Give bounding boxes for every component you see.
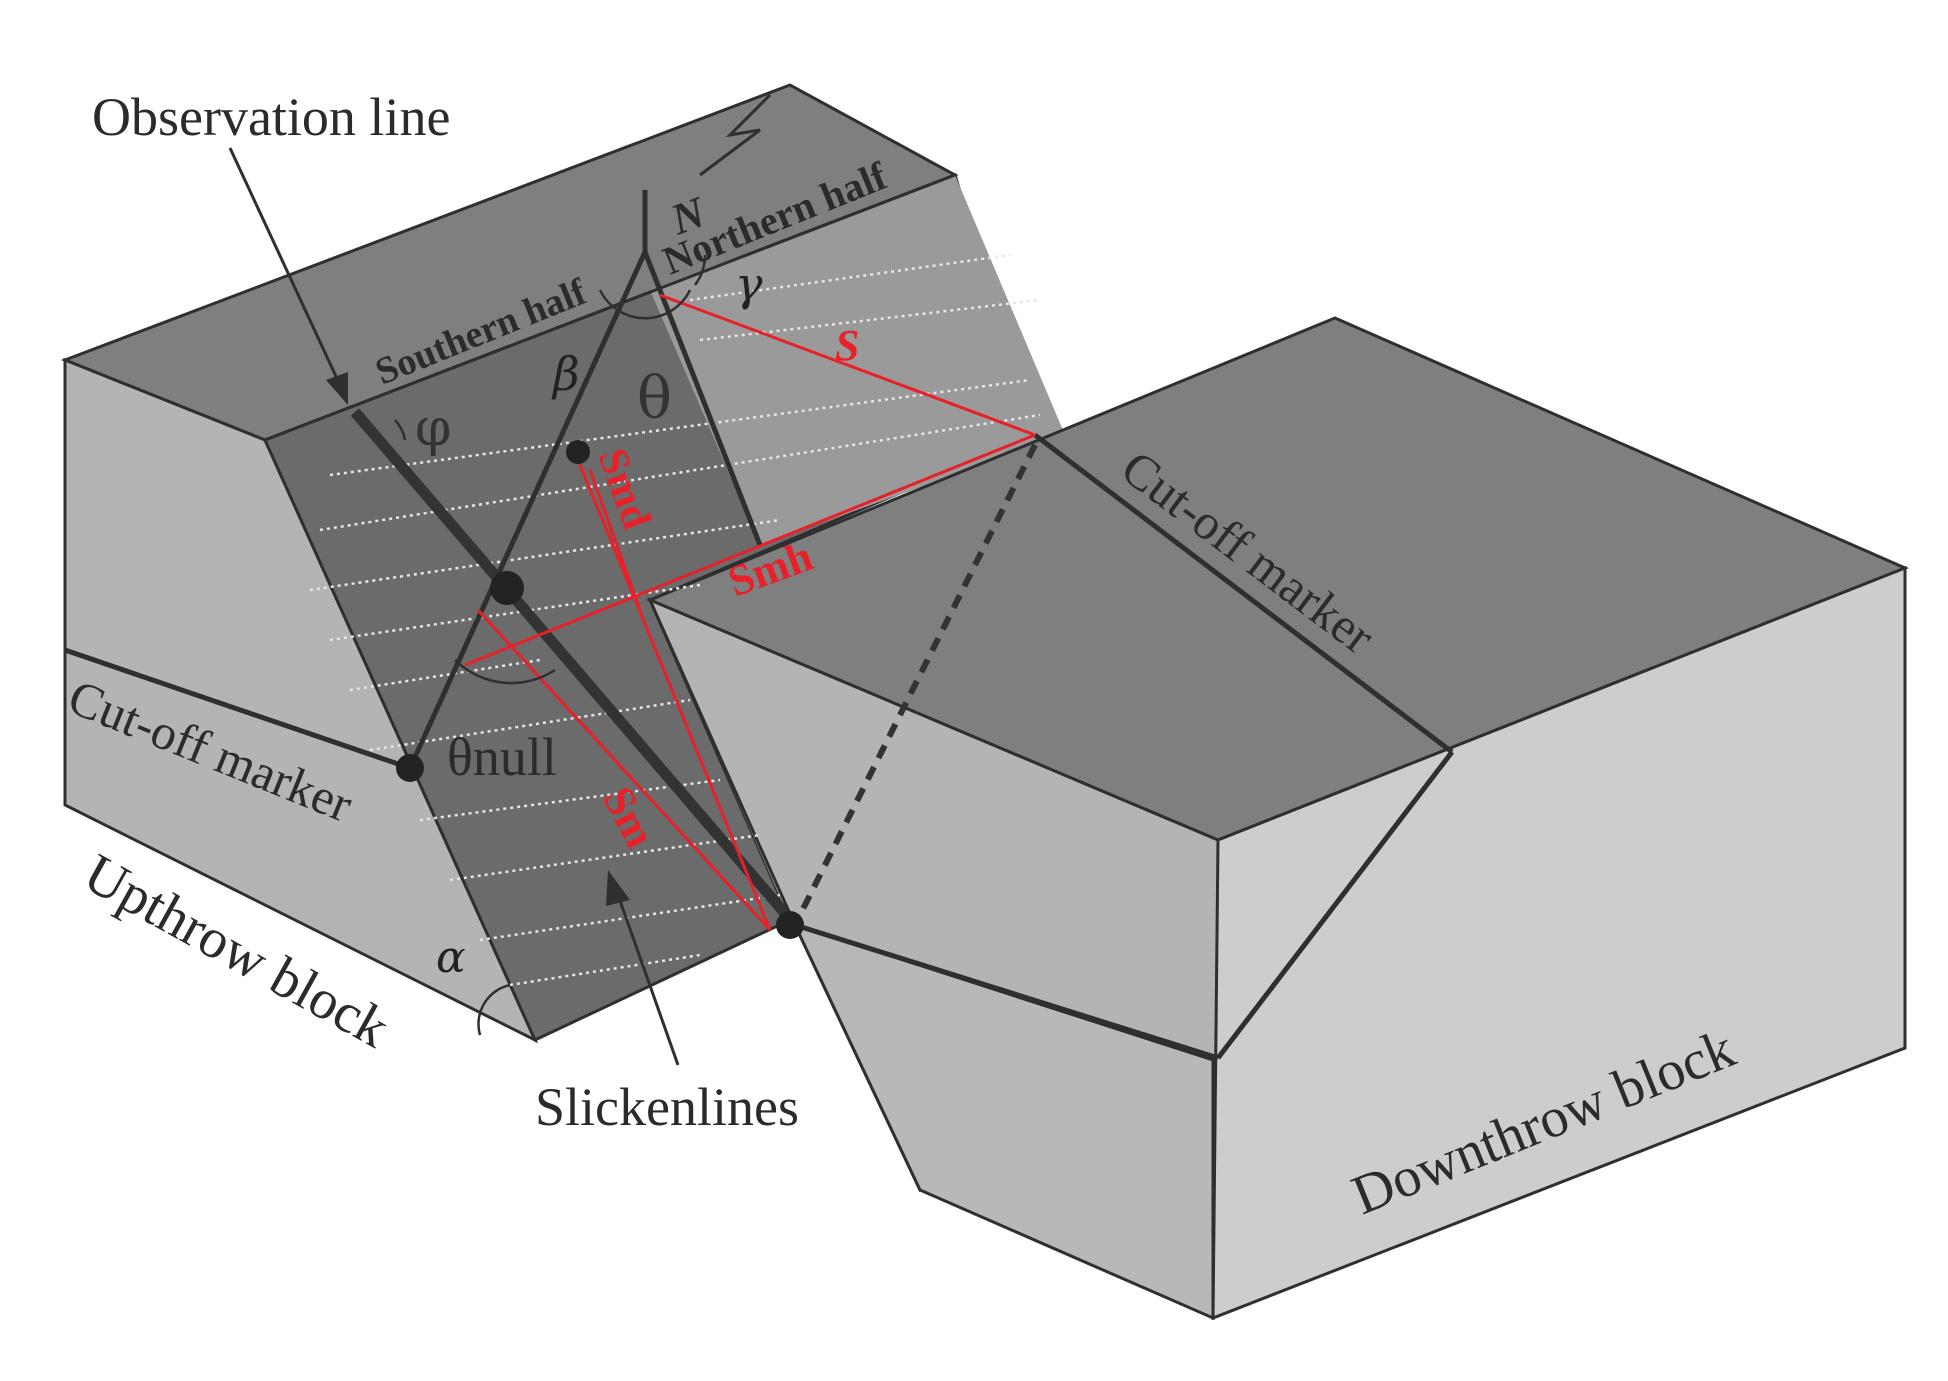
cutoff-marker-right-line xyxy=(1033,433,1454,754)
red-vectors xyxy=(464,293,1036,932)
top-ridge-line xyxy=(264,173,956,442)
phi-label: φ xyxy=(415,398,451,458)
alpha-label: α xyxy=(436,932,466,983)
angle-arcs xyxy=(394,254,707,1036)
observation-line-label: Observation line xyxy=(92,87,450,147)
dot-center xyxy=(490,571,524,605)
downthrow-front-face xyxy=(1211,565,1907,1321)
beta-label: β xyxy=(551,347,580,401)
fault-plane-light xyxy=(650,175,1065,545)
slickenlines-label: Slickenlines xyxy=(535,1077,799,1137)
red-label-s: S xyxy=(835,321,859,370)
theta-null-label: θnull xyxy=(447,727,557,787)
north-arrow-icon xyxy=(699,93,772,177)
lower-marker-line xyxy=(794,922,1219,1061)
dot-bottom xyxy=(776,911,804,939)
dot-beta xyxy=(566,440,590,464)
construction-lines xyxy=(407,190,763,770)
gamma-label: γ xyxy=(735,257,763,311)
downblock-diag-line xyxy=(1216,750,1454,1060)
dashed-fault-trace xyxy=(792,443,1038,927)
observation-line xyxy=(350,408,800,929)
dot-cutoff-left xyxy=(396,754,424,782)
slickenlines-pointer-arrow xyxy=(606,870,680,1066)
observation-pointer-arrow xyxy=(228,147,348,405)
cutoff-marker-left-line xyxy=(64,647,411,771)
theta-label: θ xyxy=(637,364,672,432)
